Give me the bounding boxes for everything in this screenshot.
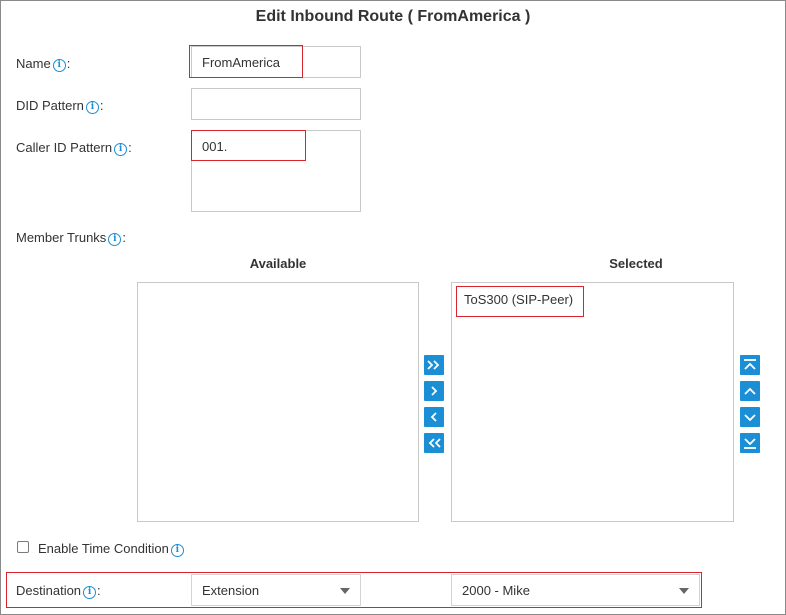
caller-id-pattern-label: Caller ID Pattern xyxy=(16,140,113,155)
name-label: Name xyxy=(16,56,51,71)
did-pattern-input[interactable] xyxy=(191,88,361,120)
info-icon[interactable]: i xyxy=(114,143,128,156)
destination-label-row: Destination i: xyxy=(16,583,101,599)
available-trunks-list[interactable] xyxy=(137,282,419,522)
name-input[interactable]: FromAmerica xyxy=(191,46,361,78)
move-right-button[interactable] xyxy=(424,381,444,401)
destination-target-value: 2000 - Mike xyxy=(462,583,530,598)
destination-target-select[interactable]: 2000 - Mike xyxy=(451,574,700,606)
chevron-down-icon xyxy=(744,414,756,422)
double-chevron-left-icon xyxy=(428,438,441,448)
move-to-top-icon xyxy=(744,359,756,370)
chevron-up-icon xyxy=(744,387,756,395)
caller-id-pattern-label-row: Caller ID Pattern i: xyxy=(16,140,132,156)
info-icon[interactable]: i xyxy=(108,233,122,246)
time-condition-label-row: Enable Time Condition i xyxy=(38,541,185,557)
time-condition-checkbox[interactable] xyxy=(17,541,29,553)
name-highlight xyxy=(189,45,303,78)
dropdown-caret-icon xyxy=(340,588,350,594)
chevron-right-icon xyxy=(431,386,438,396)
page-title: Edit Inbound Route ( FromAmerica ) xyxy=(255,8,531,25)
move-left-button[interactable] xyxy=(424,407,444,427)
move-up-button[interactable] xyxy=(740,381,760,401)
selected-trunks-list[interactable]: ToS300 (SIP-Peer) xyxy=(451,282,734,522)
dropdown-caret-icon xyxy=(679,588,689,594)
did-pattern-label: DID Pattern xyxy=(16,98,84,113)
caller-id-highlight xyxy=(191,130,306,161)
available-header: Available xyxy=(249,256,307,271)
move-down-button[interactable] xyxy=(740,407,760,427)
chevron-left-icon xyxy=(430,412,437,422)
name-input-value: FromAmerica xyxy=(202,55,281,70)
destination-type-value: Extension xyxy=(202,583,260,598)
move-bottom-button[interactable] xyxy=(740,433,760,453)
double-chevron-right-icon xyxy=(427,360,440,370)
caller-id-pattern-value: 001. xyxy=(202,139,228,154)
selected-header: Selected xyxy=(609,256,663,271)
destination-highlight xyxy=(6,572,702,608)
did-pattern-label-row: DID Pattern i: xyxy=(16,98,104,114)
name-label-row: Name i: xyxy=(16,56,71,72)
info-icon[interactable]: i xyxy=(83,586,97,599)
info-icon[interactable]: i xyxy=(85,101,99,114)
time-condition-label[interactable]: Enable Time Condition xyxy=(38,541,169,556)
selected-trunk-item[interactable]: ToS300 (SIP-Peer) xyxy=(464,292,574,307)
info-icon[interactable]: i xyxy=(170,544,184,557)
move-top-button[interactable] xyxy=(740,355,760,375)
move-all-right-button[interactable] xyxy=(424,355,444,375)
destination-label: Destination xyxy=(16,583,82,598)
destination-type-select[interactable]: Extension xyxy=(191,574,361,606)
move-to-bottom-icon xyxy=(744,438,756,449)
info-icon[interactable]: i xyxy=(52,59,66,72)
selected-trunk-highlight xyxy=(456,286,584,317)
member-trunks-label-row: Member Trunks i: xyxy=(16,230,126,246)
member-trunks-label: Member Trunks xyxy=(16,230,107,245)
move-all-left-button[interactable] xyxy=(424,433,444,453)
